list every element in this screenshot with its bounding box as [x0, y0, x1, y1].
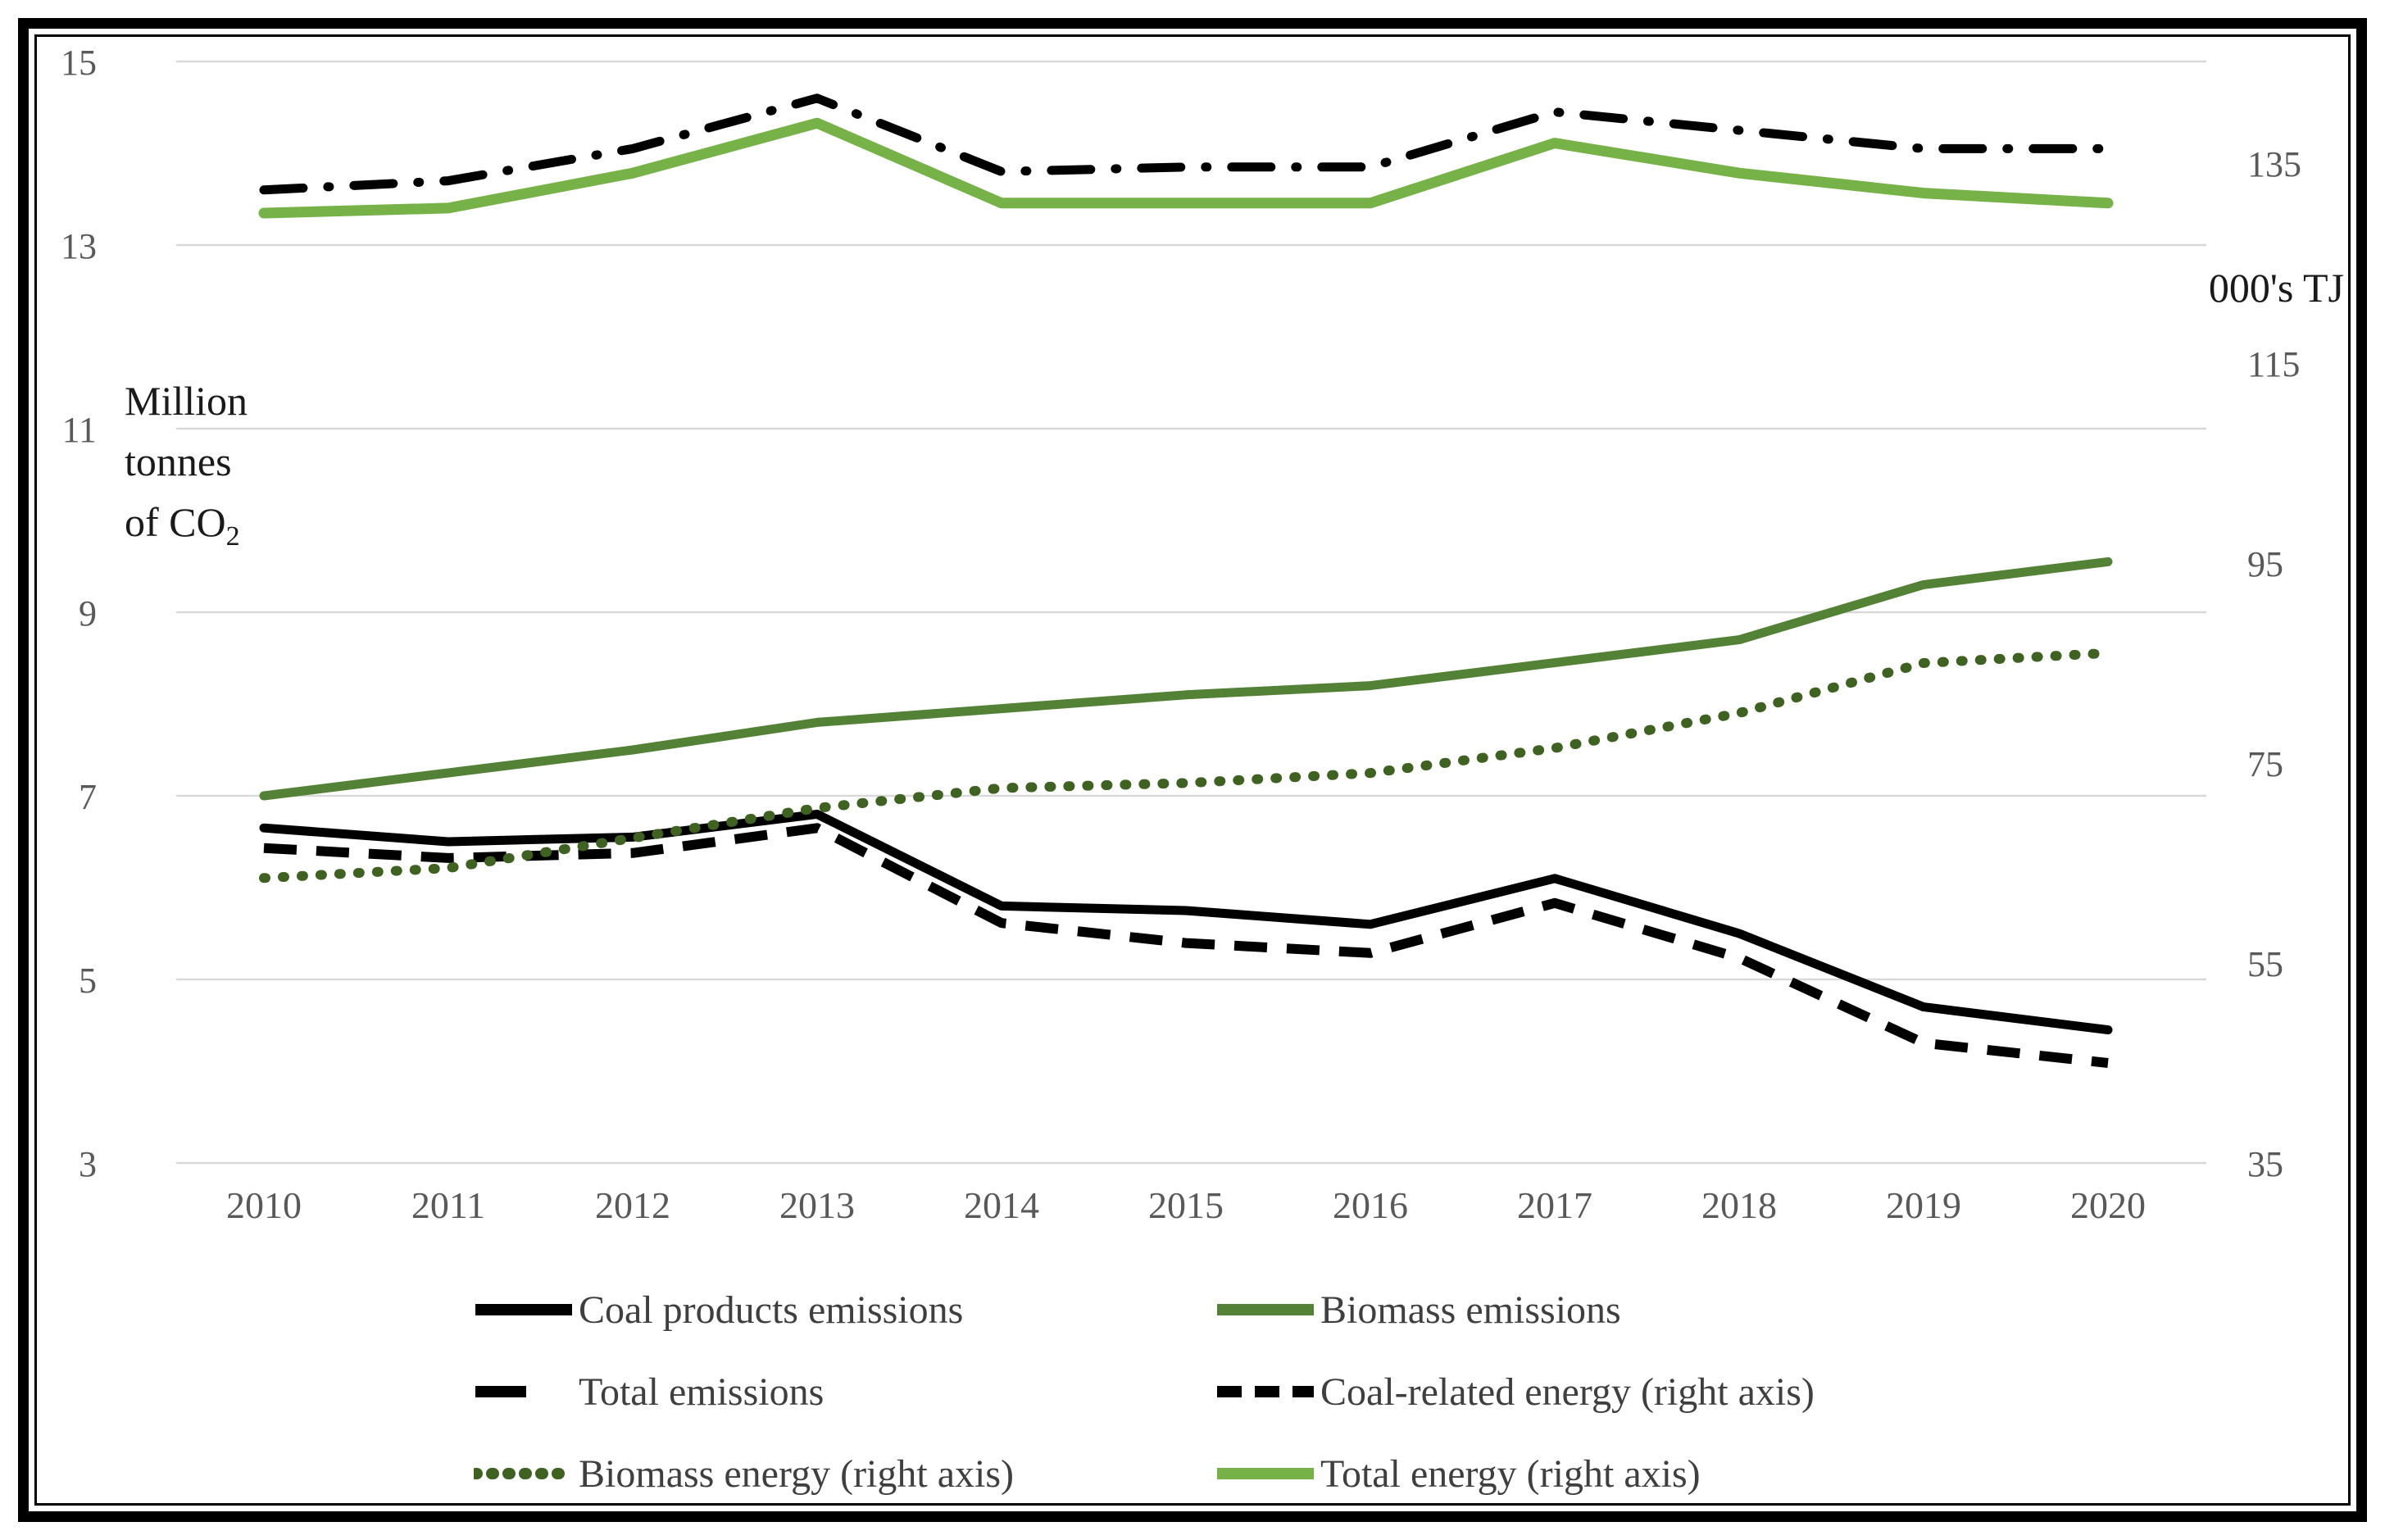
right-axis-title: 000's TJ [2208, 265, 2344, 311]
legend-label: Biomass emissions [1320, 1288, 1621, 1332]
left-axis-title-line3: of CO2 [125, 499, 240, 552]
right-axis-tick: 135 [2247, 144, 2301, 184]
legend-label: Total emissions [579, 1370, 825, 1414]
left-axis-tick: 3 [79, 1144, 97, 1184]
x-axis-tick: 2019 [1886, 1184, 1961, 1226]
chart-legend: Coal products emissions Biomass emission… [474, 1269, 2047, 1515]
x-axis-tick: 2010 [226, 1184, 302, 1226]
legend-label: Coal-related energy (right axis) [1320, 1370, 1815, 1414]
legend-item-total-emissions: Total emissions [474, 1351, 1215, 1433]
left-axis-title-line2: tonnes [125, 438, 232, 484]
x-axis-tick: 2018 [1701, 1184, 1777, 1226]
right-axis-tick: 75 [2247, 744, 2283, 784]
right-axis-tick: 55 [2247, 944, 2283, 984]
legend-item-coal-related-energy: Coal-related energy (right axis) [1215, 1351, 2047, 1433]
series-line-biomass-emissions [259, 556, 2113, 801]
left-axis-tick: 11 [62, 410, 97, 450]
series-line-coal-products-emissions [259, 809, 2113, 1035]
legend-item-coal-products-emissions: Coal products emissions [474, 1269, 1215, 1351]
left-axis-tick: 7 [79, 777, 97, 817]
legend-swatch-solid-black [475, 1304, 572, 1315]
legend-label: Total energy (right axis) [1320, 1451, 1701, 1496]
legend-swatch-solid-light-green [1217, 1468, 1314, 1479]
legend-swatch-dotted-green [474, 1468, 574, 1479]
legend-item-total-energy: Total energy (right axis) [1215, 1433, 2047, 1515]
right-axis-tick: 95 [2247, 544, 2283, 584]
legend-item-biomass-emissions: Biomass emissions [1215, 1269, 2047, 1351]
x-axis-tick: 2016 [1333, 1184, 1408, 1226]
series-line-total-energy-right-axis- [258, 117, 2114, 219]
legend-swatch-dashed-black [1217, 1386, 1314, 1397]
x-axis-tick: 2011 [411, 1184, 485, 1226]
left-axis-tick: 9 [79, 593, 97, 634]
x-axis-tick: 2015 [1148, 1184, 1224, 1226]
right-axis-tick: 115 [2247, 344, 2300, 384]
legend-label: Biomass energy (right axis) [579, 1451, 1015, 1496]
series-line-total-emissions [259, 93, 2113, 195]
left-axis-tick: 13 [61, 226, 97, 266]
left-axis-tick: 5 [79, 961, 97, 1001]
right-axis-tick: 35 [2247, 1144, 2283, 1184]
legend-swatch-dash-dot-black [475, 1386, 572, 1397]
left-axis-title: Million tonnes of CO2 [125, 370, 248, 567]
left-axis-title-line1: Million [125, 378, 248, 424]
co2-subscript: 2 [225, 521, 240, 552]
left-axis-tick: 15 [61, 43, 97, 83]
legend-label: Coal products emissions [579, 1288, 964, 1332]
x-axis-tick: 2020 [2070, 1184, 2146, 1226]
series-line-biomass-energy-right-axis- [259, 647, 2113, 884]
x-axis-tick: 2013 [779, 1184, 855, 1226]
legend-swatch-solid-dark-green [1217, 1304, 1314, 1315]
series-line-coal-related-energy-right-axis- [263, 823, 2109, 1068]
x-axis-tick: 2017 [1517, 1184, 1592, 1226]
x-axis-tick: 2014 [964, 1184, 1039, 1226]
legend-item-biomass-energy: Biomass energy (right axis) [474, 1433, 1215, 1515]
x-axis-tick: 2012 [595, 1184, 670, 1226]
